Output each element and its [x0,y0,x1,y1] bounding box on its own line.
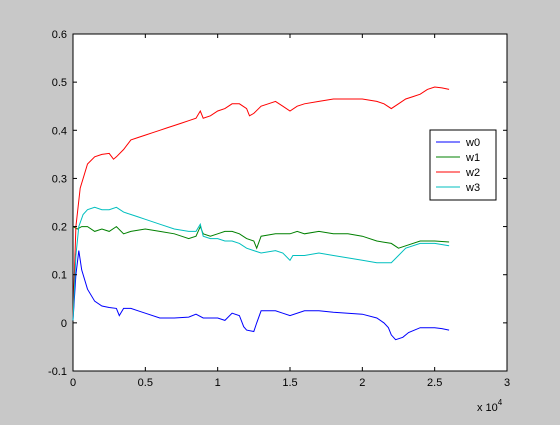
y-tick-label: -0.1 [48,366,67,378]
x-tick-label: 2.5 [427,377,442,389]
series-line-w2 [72,86,450,319]
y-tick-label: 0.4 [52,125,67,137]
y-tick-label: 0.5 [52,77,67,89]
x-axis-ticks: 0 0.5 1 1.5 2 2.5 3 [70,34,510,389]
x-tick-label: 0.5 [138,377,153,389]
plot-frame [72,33,508,372]
legend-label-w3: w3 [465,182,480,194]
plot-area [72,33,508,372]
x-tick-label: 2 [359,377,365,389]
y-tick-label: 0.6 [52,29,67,41]
legend-label-w0: w0 [465,137,480,149]
series-line-w1 [72,225,450,250]
x-tick-label: 1.5 [282,377,297,389]
y-tick-label: 0.3 [52,173,67,185]
legend-label-w2: w2 [465,167,480,179]
y-tick-label: 0 [61,318,67,330]
series-line-w3 [72,206,450,321]
legend-box [429,129,497,201]
legend: w0 w1 w2 w3 [429,129,497,201]
legend-label-w1: w1 [465,152,480,164]
x-tick-label: 1 [215,377,221,389]
y-tick-label: 0.2 [52,222,67,234]
series-layer [72,86,450,341]
x-axis-multiplier: x 104 [477,398,503,414]
x-tick-label: 0 [70,377,76,389]
y-tick-label: 0.1 [52,270,67,282]
series-line-w0 [72,250,450,341]
x-tick-label: 3 [504,377,510,389]
y-axis-ticks: -0.1 0 0.1 0.2 0.3 0.4 0.5 0.6 [48,29,507,378]
